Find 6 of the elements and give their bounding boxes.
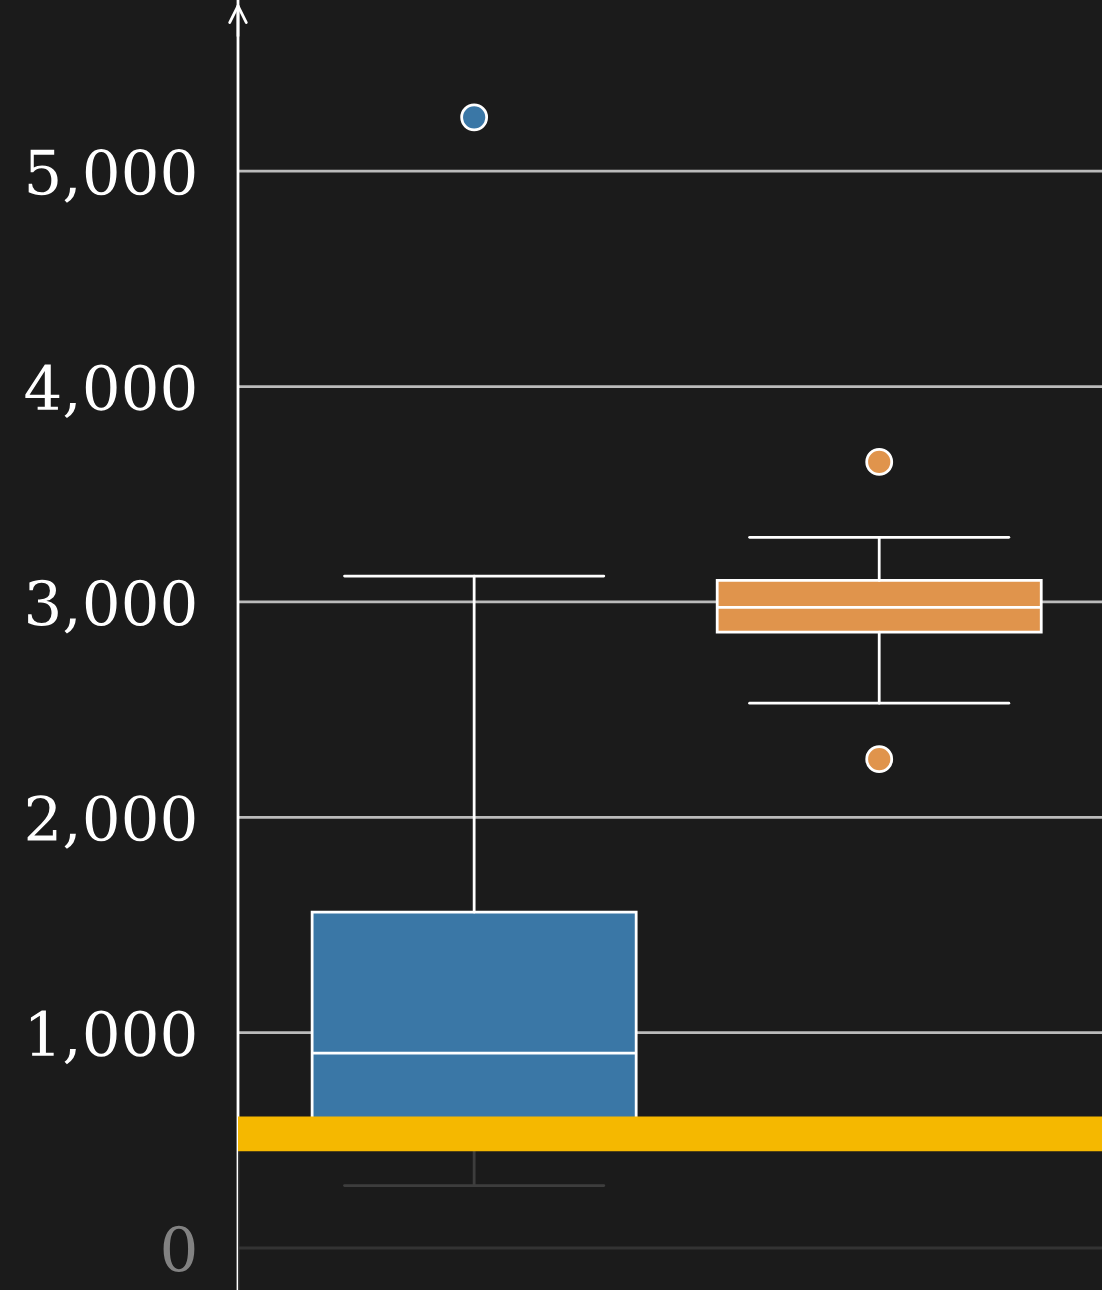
y-tick-label: 1,000 <box>30 1010 195 1065</box>
y-tick-label: 3,000 <box>28 579 195 634</box>
y-tick-label: 2,000 <box>27 795 195 849</box>
y-tick-label: 4,000 <box>25 364 195 419</box>
y-tick-label: 0 <box>163 1225 195 1273</box>
y-tick-label: 5,000 <box>28 149 195 203</box>
